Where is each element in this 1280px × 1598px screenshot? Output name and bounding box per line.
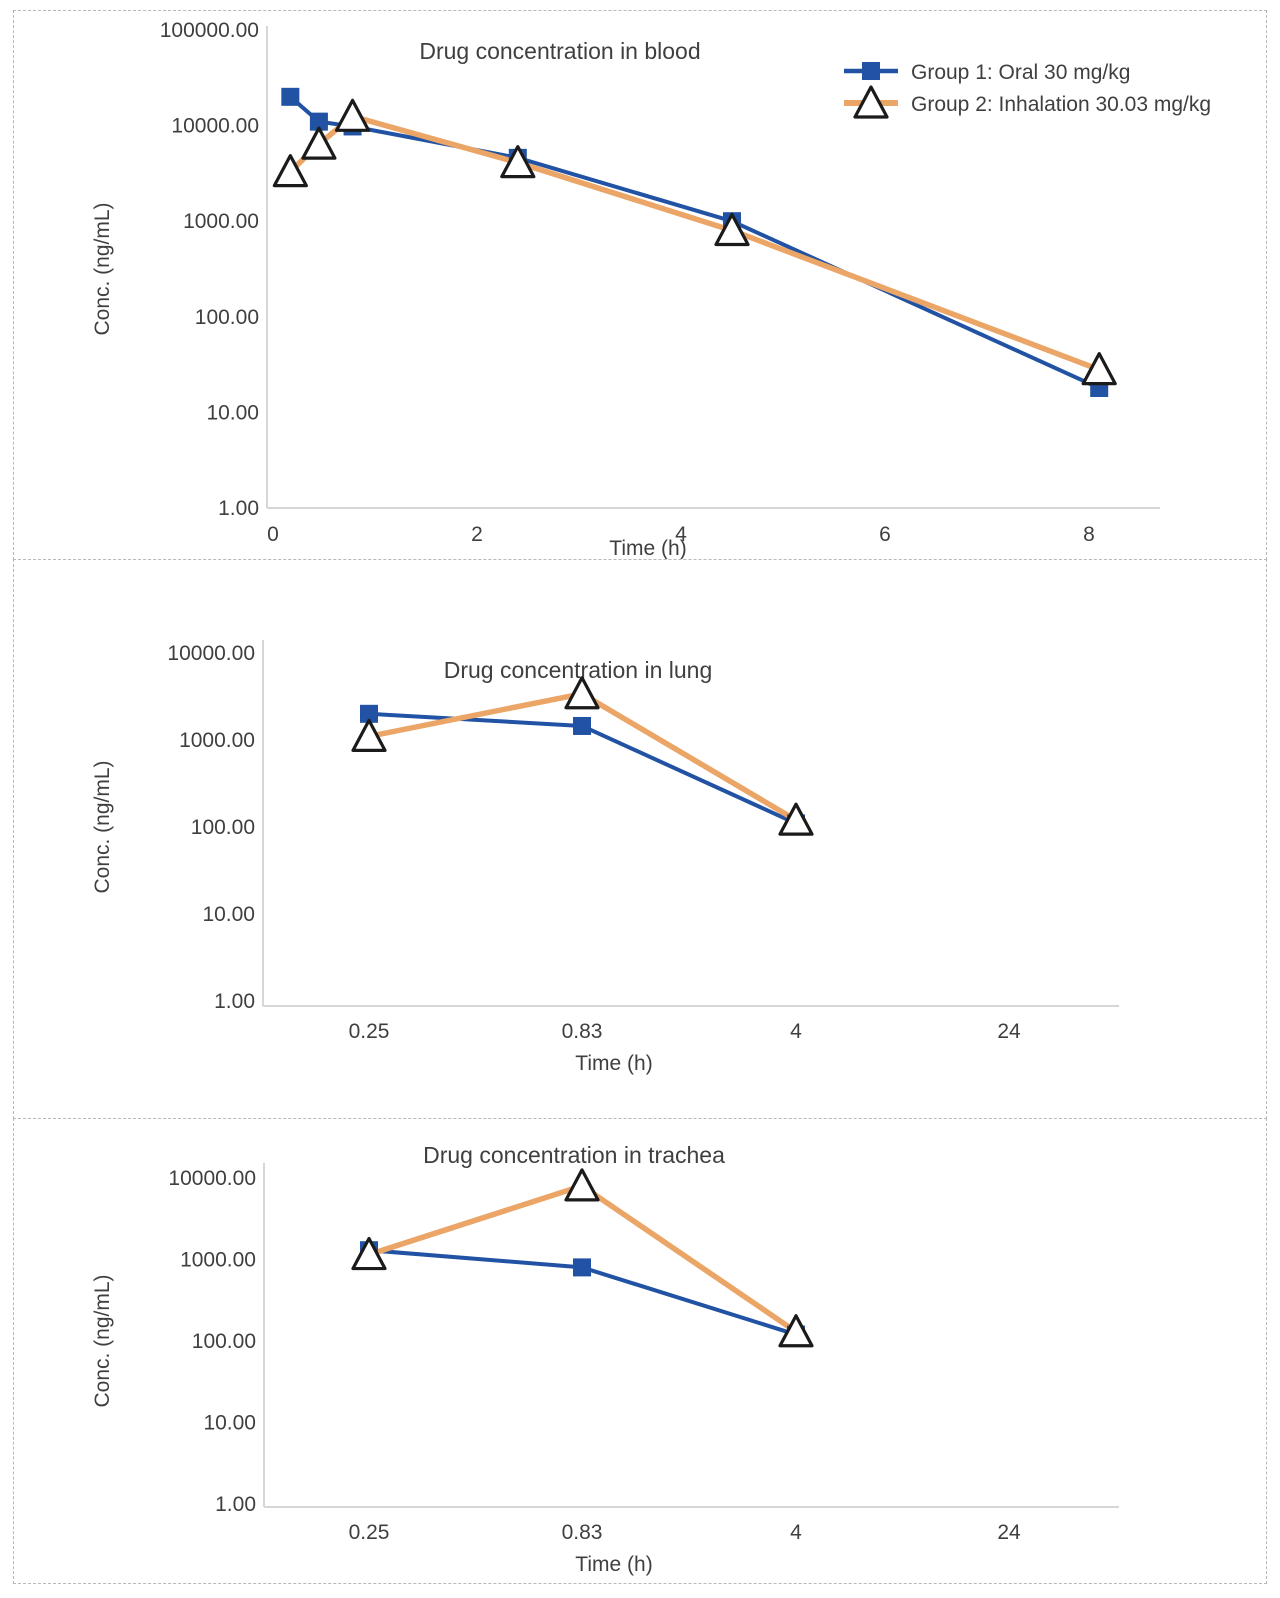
square-marker [360,704,378,723]
triangle-marker [778,1314,814,1348]
x-tick-label: 4 [790,1020,802,1043]
triangle-marker [272,154,308,188]
y-tick-label: 10.00 [206,401,259,424]
x-tick-label: 4 [675,523,687,546]
triangle-marker [714,212,750,247]
triangle-marker [500,145,536,179]
legend-square-marker [862,62,880,80]
chart-title: Drug concentration in blood [419,38,700,64]
square-marker [309,112,328,131]
x-tick-label: 2 [471,523,483,546]
series-line-2 [366,691,799,823]
y-tick-label: 1.00 [215,1493,256,1516]
series-line-1 [288,94,1102,390]
y-axis-label: Conc. (ng/mL) [91,760,114,893]
x-tick-label: 0 [267,523,279,546]
square-marker [573,1258,591,1277]
legend-label-2: Group 2: Inhalation 30.03 mg/kg [911,93,1211,116]
y-axis-label: Conc. (ng/mL) [91,202,114,335]
x-axis-label: Time (h) [609,537,686,559]
y-tick-label: 10000.00 [171,115,259,138]
x-tick-label: 0.25 [349,1020,390,1043]
x-tick-label: 0.83 [562,1020,603,1043]
x-tick-label: 24 [997,1020,1021,1043]
y-tick-label: 1000.00 [183,210,259,233]
x-tick-label: 6 [879,523,891,546]
trachea-chart-svg: 10000.00 1000.00 100.00 10.00 1.00 0.25 0.83 4 2… [91,1142,1119,1576]
square-marker [573,716,591,735]
x-axis-label: Time (h) [575,1052,652,1075]
legend-label-1: Group 1: Oral 30 mg/kg [911,61,1130,84]
legend-triangle-marker [853,85,889,119]
triangle-marker [334,98,371,132]
x-tick-label: 0.25 [349,1521,390,1544]
triangle-marker [301,126,337,160]
y-tick-label: 100.00 [191,816,255,839]
lung-chart-svg: 10000.00 1000.00 100.00 10.00 1.00 0.25 0.83 4 2… [91,640,1119,1075]
y-tick-label: 10000.00 [167,642,255,665]
x-axis-label: Time (h) [575,1553,652,1576]
trachea-chart-panel: 10000.00 1000.00 100.00 10.00 1.00 0.25 0.83 4 2… [13,1118,1267,1584]
y-tick-label: 1000.00 [180,1249,256,1272]
y-tick-label: 1000.00 [179,729,255,752]
chart-title: Drug concentration in lung [444,657,713,683]
y-tick-label: 100000.00 [160,19,259,42]
triangle-marker [351,1236,387,1271]
y-tick-label: 1.00 [214,990,255,1013]
y-tick-label: 100.00 [192,1330,256,1353]
blood-chart-panel: 100000.00 10000.00 1000.00 100.00 10.00 1.00 0… [13,10,1267,560]
y-axis-label: Conc. (ng/mL) [91,1274,114,1407]
chart-title: Drug concentration in trachea [423,1142,725,1168]
y-tick-label: 100.00 [195,306,259,329]
x-tick-label: 8 [1083,523,1095,546]
square-marker [281,87,300,106]
y-tick-label: 10.00 [203,1412,256,1435]
blood-chart-svg: 100000.00 10000.00 1000.00 100.00 10.00 1.00 0… [91,19,1211,559]
y-tick-label: 10.00 [202,903,255,926]
triangle-marker [351,718,387,752]
triangle-marker [778,802,814,836]
y-tick-label: 10000.00 [168,1167,256,1190]
triangle-marker [564,1168,600,1202]
x-tick-label: 24 [997,1521,1021,1544]
triangle-marker [564,676,600,710]
x-tick-label: 0.83 [562,1521,603,1544]
triangle-marker [1081,352,1117,386]
y-tick-label: 1.00 [218,497,259,520]
x-tick-label: 4 [790,1521,802,1544]
lung-chart-panel: 10000.00 1000.00 100.00 10.00 1.00 0.25 0.83 4 2… [13,559,1267,1119]
